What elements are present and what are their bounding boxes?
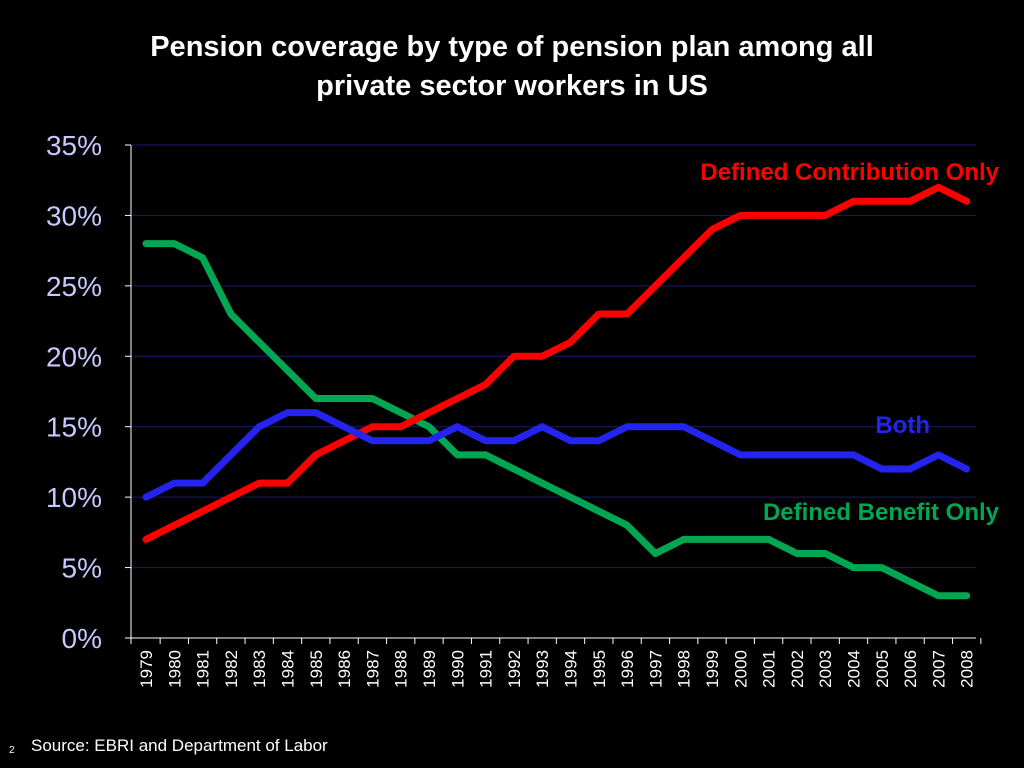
slide-title: Pension coverage by type of pension plan… — [0, 28, 1024, 106]
x-tick-label: 2004 — [845, 650, 864, 688]
y-tick-label: 35% — [46, 130, 102, 161]
x-tick-label: 2006 — [901, 650, 920, 688]
title-line-1: Pension coverage by type of pension plan… — [150, 31, 874, 63]
x-tick-label: 2002 — [788, 650, 807, 688]
series-line — [142, 409, 971, 501]
x-tick-label: 1997 — [646, 650, 665, 688]
gridlines — [131, 144, 976, 569]
series-line — [142, 183, 971, 543]
x-tick-label: 1987 — [363, 650, 382, 688]
series-line — [142, 240, 971, 600]
x-tick-label: 1999 — [703, 650, 722, 688]
x-tick-label: 1989 — [420, 650, 439, 688]
y-tick-label: 15% — [46, 412, 102, 443]
series-label: Defined Contribution Only — [700, 159, 999, 186]
series-label: Defined Benefit Only — [763, 499, 1000, 526]
source-note: Source: EBRI and Department of Labor — [31, 736, 328, 755]
x-tick-label: 1998 — [675, 650, 694, 688]
x-tick-label: 1982 — [222, 650, 241, 688]
x-tick-label: 1994 — [562, 650, 581, 688]
x-tick-label: 1984 — [279, 650, 298, 688]
x-tick-label: 2008 — [958, 650, 977, 688]
x-tick-label: 2005 — [873, 650, 892, 688]
x-tick-label: 1979 — [137, 650, 156, 688]
y-tick-label: 25% — [46, 271, 102, 302]
x-tick-label: 1990 — [448, 650, 467, 688]
x-tick-label: 2003 — [816, 650, 835, 688]
x-tick-label: 1983 — [250, 650, 269, 688]
title-line-2: private sector workers in US — [316, 70, 708, 102]
y-tick-label: 5% — [62, 553, 102, 584]
x-tick-label: 1991 — [477, 650, 496, 688]
page-number: 2 — [9, 745, 15, 756]
y-tick-label: 30% — [46, 200, 102, 231]
axes: 0% 5% 10% 15% 20% 25% 30% 35% 1979 1980 1981 1982 19… — [46, 130, 982, 688]
x-tick-label: 1993 — [533, 650, 552, 688]
x-tick-label: 1981 — [194, 650, 213, 688]
x-tick-label: 1980 — [165, 650, 184, 688]
x-tick-label: 2000 — [731, 650, 750, 688]
x-tick-label: 1995 — [590, 650, 609, 688]
x-tick-label: 1992 — [505, 650, 524, 688]
x-tick-label: 2007 — [929, 650, 948, 688]
series-lines — [142, 183, 971, 600]
y-tick-label: 0% — [62, 623, 102, 654]
y-tick-label: 20% — [46, 341, 102, 372]
series-labels: Defined Contribution Only Both Defined Ben… — [700, 159, 999, 526]
x-tick-label: 1988 — [392, 650, 411, 688]
y-tick-label: 10% — [46, 482, 102, 513]
x-tick-label: 1986 — [335, 650, 354, 688]
x-tick-label: 1996 — [618, 650, 637, 688]
series-label: Both — [875, 412, 930, 439]
x-tick-label: 1985 — [307, 650, 326, 688]
x-tick-label: 2001 — [760, 650, 779, 688]
